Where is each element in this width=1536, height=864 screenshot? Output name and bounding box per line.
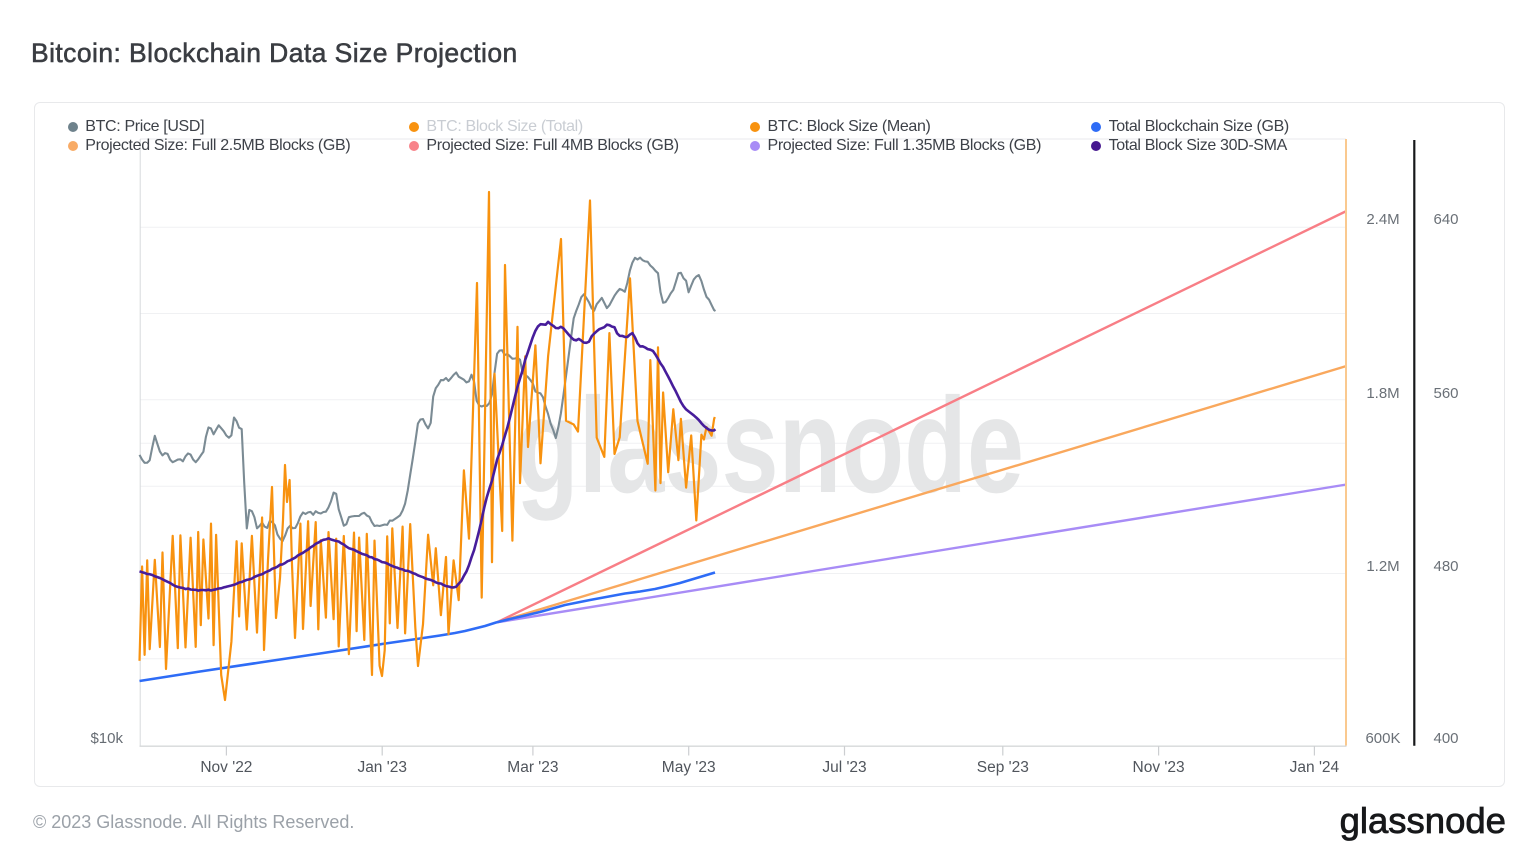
svg-text:Nov '22: Nov '22 [200,759,252,776]
svg-text:Nov '23: Nov '23 [1133,759,1185,776]
svg-text:glassnode: glassnode [516,371,1024,522]
svg-text:Jan '23: Jan '23 [357,759,407,776]
svg-text:1.8M: 1.8M [1366,385,1399,402]
svg-text:Mar '23: Mar '23 [507,759,558,776]
svg-text:2.4M: 2.4M [1366,211,1399,228]
svg-text:1.2M: 1.2M [1366,558,1399,575]
svg-text:480: 480 [1433,558,1458,575]
svg-text:Jan '24: Jan '24 [1290,759,1340,776]
svg-text:560: 560 [1433,385,1458,402]
svg-text:$10k: $10k [90,730,123,747]
svg-text:Sep '23: Sep '23 [977,759,1029,776]
svg-text:400: 400 [1433,730,1458,747]
svg-text:Jul '23: Jul '23 [822,759,866,776]
svg-text:May '23: May '23 [662,759,716,776]
svg-text:600K: 600K [1365,730,1400,747]
svg-text:640: 640 [1433,211,1458,228]
